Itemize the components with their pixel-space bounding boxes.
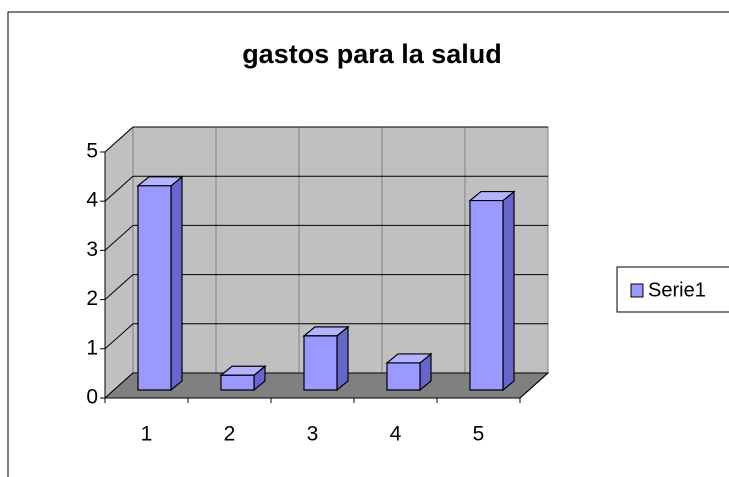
x-axis-depth [519, 372, 549, 399]
y-tick-label: 4 [86, 189, 98, 212]
grid-line [104, 323, 134, 350]
y-tick-label: 2 [86, 287, 98, 310]
side-wall [104, 125, 134, 400]
bar-side [170, 175, 183, 392]
bar [136, 175, 184, 392]
chart-title: gastos para la salud [242, 39, 502, 69]
x-tick-label: 5 [473, 423, 485, 446]
bar-side [502, 190, 515, 392]
x-tick-label: 4 [390, 423, 402, 446]
x-tick-label: 2 [224, 423, 236, 446]
y-tick-label: 5 [86, 140, 98, 163]
bar [468, 190, 516, 392]
grid-line [104, 225, 134, 251]
bar-front [220, 374, 255, 391]
grid-line [104, 175, 134, 202]
bar-side [336, 325, 349, 392]
grid-line [104, 274, 134, 300]
y-tick-label: 3 [86, 238, 98, 261]
bar-front [386, 362, 421, 391]
y-tick-label: 1 [86, 336, 98, 359]
grid-line [104, 126, 134, 153]
x-tick-label: 3 [307, 423, 319, 446]
bar-front [137, 185, 172, 391]
bar-front [469, 199, 504, 391]
legend-label: Serie1 [648, 279, 706, 301]
y-tick-label: 0 [86, 386, 98, 409]
x-tick-label: 1 [141, 423, 153, 446]
legend-marker [630, 283, 644, 298]
bar [385, 352, 433, 392]
bar [219, 364, 267, 392]
bar [302, 325, 350, 392]
bar-front [303, 335, 338, 391]
